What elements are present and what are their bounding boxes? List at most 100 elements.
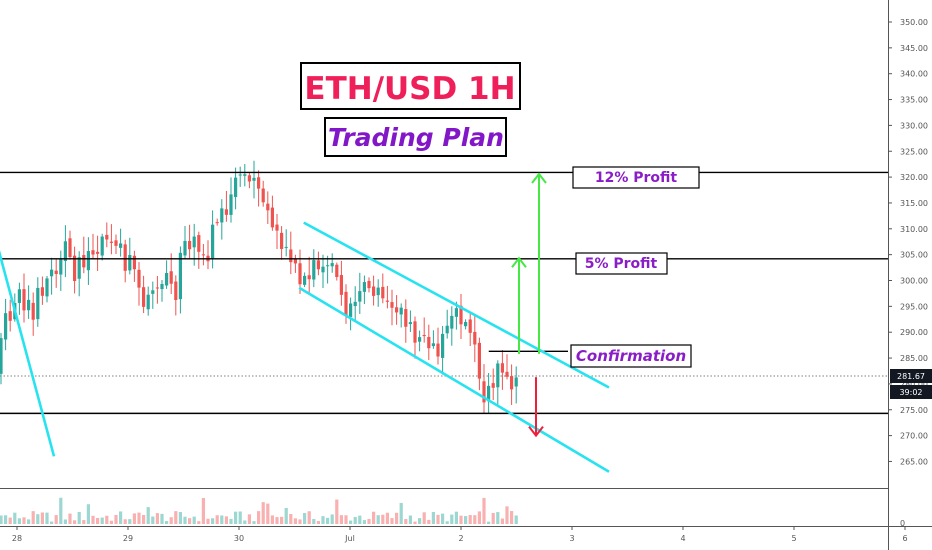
volume-bars [0, 497, 518, 524]
candle-body [321, 266, 325, 273]
volume-bar [54, 515, 58, 524]
volume-bar [330, 514, 334, 524]
candle-body [293, 259, 297, 264]
volume-bar [422, 512, 426, 524]
candle-body [358, 291, 362, 302]
candle-body [178, 252, 182, 300]
volume-bar [270, 515, 274, 524]
level-label-5: 5% Profit [575, 252, 668, 275]
candle-body [123, 244, 127, 271]
candle-body [192, 236, 196, 248]
volume-bar [376, 515, 380, 524]
candle-body [482, 381, 486, 403]
candle-body [17, 289, 21, 303]
candle-body [36, 287, 40, 320]
candle-body [77, 257, 81, 279]
countdown-value: 39:02 [899, 388, 922, 397]
volume-bar [77, 511, 81, 524]
y-tick-label: 325.00 [900, 147, 928, 156]
y-tick-label: 300.00 [900, 277, 928, 286]
volume-bar [22, 517, 26, 524]
label-frame-5 [575, 252, 668, 275]
volume-bar [128, 519, 132, 524]
volume-bar [349, 520, 353, 524]
volume-bar [146, 507, 150, 524]
candle-body [137, 269, 141, 288]
candle-body [151, 290, 155, 294]
volume-bar [362, 520, 366, 524]
volume-bar [477, 511, 481, 524]
volume-bar [505, 506, 509, 524]
candle-body [422, 334, 426, 337]
candle-body [330, 263, 334, 267]
volume-bar [275, 517, 279, 524]
candle-body [312, 260, 316, 280]
y-tick-label: 310.00 [900, 225, 928, 234]
volume-bar [220, 515, 224, 524]
volume-bar [224, 516, 228, 524]
candle-body [418, 337, 422, 342]
volume-bar [247, 514, 251, 524]
y-tick-label: 265.00 [900, 457, 928, 466]
candle-body [349, 303, 353, 317]
volume-bar [201, 497, 205, 524]
candle-body [165, 273, 169, 286]
candle-body [215, 222, 219, 224]
y-tick-label: 345.00 [900, 44, 928, 53]
volume-bar [298, 519, 302, 524]
x-tick-label: Jul [344, 534, 355, 543]
candle-body [510, 376, 514, 390]
candle-body [50, 269, 54, 277]
countdown-tag [890, 385, 932, 399]
volume-bar [27, 519, 31, 524]
x-tick-label: 28 [12, 534, 22, 543]
volume-bar [183, 516, 187, 524]
candle-body [27, 299, 31, 311]
volume-bar [215, 515, 219, 524]
candle-body [303, 275, 307, 285]
volume-bar [68, 513, 72, 524]
candle-body [270, 207, 274, 228]
candle-body [0, 338, 3, 374]
volume-bar [151, 516, 155, 524]
volume-bar [496, 512, 500, 524]
x-tick-label: 4 [680, 534, 685, 543]
volume-bar [40, 512, 44, 524]
volume-bar [234, 511, 238, 524]
candle-body [188, 240, 192, 250]
volume-bar [436, 514, 440, 524]
candle-body [514, 377, 518, 387]
candle-body [335, 264, 339, 278]
candle-body [473, 331, 477, 345]
candle-body [289, 249, 293, 263]
volume-bar [418, 518, 422, 524]
candle-body [96, 251, 100, 254]
x-tick-label: 30 [234, 534, 244, 543]
y-tick-label: 305.00 [900, 251, 928, 260]
candle-body [68, 238, 72, 257]
volume-bar [50, 521, 54, 524]
candle-body [247, 175, 251, 182]
volume-bar [132, 513, 136, 524]
confirmation-label: Confirmation [570, 344, 692, 368]
volume-bar [445, 521, 449, 524]
title-box: ETH/USD 1H [300, 62, 521, 110]
candle-body [316, 260, 320, 270]
candle-body [169, 271, 173, 284]
candle-body [505, 371, 509, 377]
candle-body [224, 209, 228, 215]
y-tick-label: 320.00 [900, 173, 928, 182]
y-tick-label: 275.00 [900, 406, 928, 415]
volume-bar [114, 514, 118, 524]
volume-bar [13, 512, 17, 524]
candle-body [487, 385, 491, 402]
y-tick-label: 350.00 [900, 18, 928, 27]
volume-bar [238, 511, 242, 524]
candle-body [132, 255, 136, 270]
volume-bar [408, 515, 412, 524]
candle-body [155, 287, 159, 289]
label-12-percent-profit: 12% Profit [595, 170, 678, 186]
y-tick-label: 335.00 [900, 96, 928, 105]
candle-body [445, 325, 449, 334]
candle-body [229, 194, 233, 215]
